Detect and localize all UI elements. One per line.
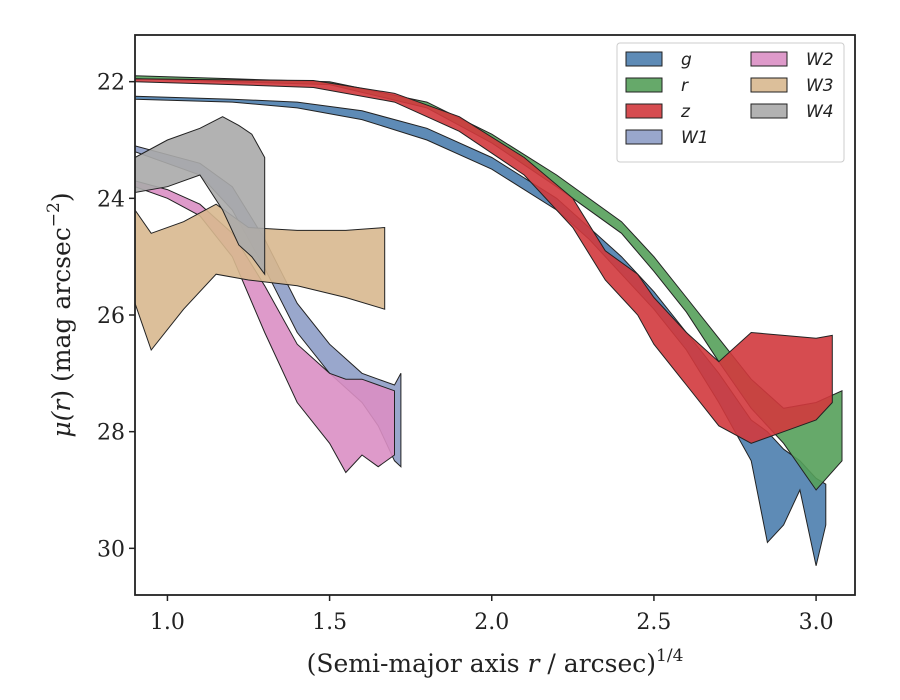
- x-tick-label: 2.0: [474, 610, 509, 635]
- x-tick-label: 2.5: [636, 610, 671, 635]
- y-axis-label: μ(r) (mag arcsec−2): [44, 192, 76, 437]
- legend-swatch-w1: [625, 129, 663, 145]
- x-tick-label: 1.0: [150, 610, 185, 635]
- legend-label-r: r: [681, 76, 689, 96]
- y-tick-label: 26: [97, 304, 125, 329]
- x-axis-label: (Semi-major axis r / arcsec)1/4: [307, 646, 684, 678]
- series-band-z: [135, 78, 833, 444]
- axis-layer: 1.0 1.5 2.0 2.5 3.0 22 24 26 28 30: [97, 71, 834, 635]
- legend-label-w3: W3: [806, 76, 834, 96]
- x-tick-label: 3.0: [799, 610, 834, 635]
- y-tick-label: 22: [97, 71, 125, 96]
- series-band-w3: [135, 203, 386, 352]
- y-tick-label: 30: [97, 537, 125, 562]
- legend-label-w4: W4: [806, 102, 834, 122]
- y-tick-label: 28: [97, 421, 125, 446]
- legend: grz W1 W2 W3 W4: [616, 42, 845, 163]
- legend-swatch-g: [625, 51, 663, 67]
- legend-label-w1: W1: [681, 128, 709, 148]
- x-tick-label: 1.5: [312, 610, 347, 635]
- legend-swatch-w3: [750, 77, 788, 93]
- y-tick-label: 24: [97, 187, 125, 212]
- legend-swatch-r: [625, 77, 663, 93]
- series-layer: [135, 75, 843, 566]
- legend-label-g: g: [681, 50, 692, 70]
- legend-label-z: z: [680, 102, 691, 122]
- legend-swatch-w4: [750, 103, 788, 119]
- legend-swatch-w2: [750, 51, 788, 67]
- legend-label-w2: W2: [806, 50, 834, 70]
- series-band-w4: [135, 116, 266, 276]
- legend-swatch-z: [625, 103, 663, 119]
- legend-box: [616, 42, 845, 163]
